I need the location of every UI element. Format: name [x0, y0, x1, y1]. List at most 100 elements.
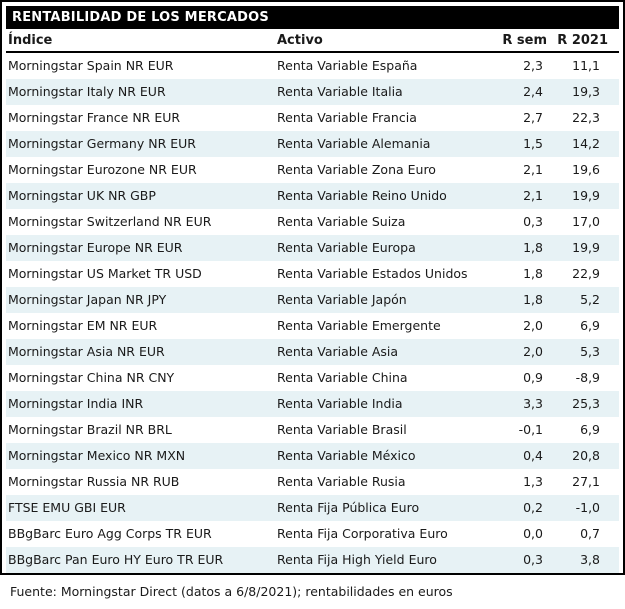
- r2021-cell: 5,2: [580, 292, 600, 307]
- r2021-cell: 20,8: [572, 448, 600, 463]
- activo-cell: Renta Variable Rusia: [277, 474, 406, 489]
- header-row: Índice Activo R sem R 2021: [6, 29, 619, 53]
- r2021-cell: 17,0: [572, 214, 600, 229]
- column-header-r2021: R 2021: [549, 29, 619, 53]
- table-row: Morningstar Japan NR JPY Renta Variable J…: [6, 287, 619, 313]
- rsem-cell: 1,5: [523, 136, 543, 151]
- indice-cell: Morningstar Mexico NR MXN: [8, 448, 186, 463]
- table-row: Morningstar France NR EUR Renta Variable …: [6, 105, 619, 131]
- indice-cell: Morningstar Eurozone NR EUR: [8, 162, 197, 177]
- rsem-cell: 0,9: [523, 370, 543, 385]
- table-body: Morningstar Spain NR EUR Renta Variable E…: [6, 52, 619, 573]
- indice-cell: BBgBarc Euro Agg Corps TR EUR: [8, 526, 212, 541]
- indice-cell: Morningstar Germany NR EUR: [8, 136, 196, 151]
- indice-cell: FTSE EMU GBI EUR: [8, 500, 126, 515]
- indice-cell: Morningstar Spain NR EUR: [8, 58, 174, 73]
- r2021-cell: 19,3: [572, 84, 600, 99]
- activo-cell: Renta Variable Zona Euro: [277, 162, 436, 177]
- column-header-rsem: R sem: [489, 29, 549, 53]
- table-row: Morningstar US Market TR USD Renta Variab…: [6, 261, 619, 287]
- table-row: Morningstar Europe NR EUR Renta Variable …: [6, 235, 619, 261]
- activo-cell: Renta Fija Pública Euro: [277, 500, 420, 515]
- activo-cell: Renta Variable Estados Unidos: [277, 266, 468, 281]
- rsem-cell: 2,1: [523, 188, 543, 203]
- indice-cell: Morningstar Brazil NR BRL: [8, 422, 172, 437]
- rsem-cell: 0,2: [523, 500, 543, 515]
- activo-cell: Renta Variable Brasil: [277, 422, 407, 437]
- activo-cell: Renta Variable México: [277, 448, 416, 463]
- indice-cell: Morningstar China NR CNY: [8, 370, 175, 385]
- r2021-cell: 3,8: [580, 552, 600, 567]
- rsem-cell: 1,8: [523, 240, 543, 255]
- activo-cell: Renta Variable Europa: [277, 240, 416, 255]
- activo-cell: Renta Variable España: [277, 58, 418, 73]
- table-row: Morningstar Eurozone NR EUR Renta Variabl…: [6, 157, 619, 183]
- rsem-cell: 3,3: [523, 396, 543, 411]
- activo-cell: Renta Variable Suiza: [277, 214, 406, 229]
- rsem-cell: 0,3: [523, 214, 543, 229]
- rsem-cell: 0,0: [523, 526, 543, 541]
- table-row: Morningstar Asia NR EUR Renta Variable As…: [6, 339, 619, 365]
- table-row: Morningstar Mexico NR MXN Renta Variable …: [6, 443, 619, 469]
- rsem-cell: 1,8: [523, 266, 543, 281]
- r2021-cell: 19,9: [572, 188, 600, 203]
- indice-cell: BBgBarc Pan Euro HY Euro TR EUR: [8, 552, 224, 567]
- r2021-cell: 0,7: [580, 526, 600, 541]
- table-row: BBgBarc Euro Agg Corps TR EUR Renta Fija …: [6, 521, 619, 547]
- rsem-cell: 0,3: [523, 552, 543, 567]
- r2021-cell: -1,0: [575, 500, 600, 515]
- activo-cell: Renta Fija High Yield Euro: [277, 552, 437, 567]
- table-row: Morningstar Switzerland NR EUR Renta Vari…: [6, 209, 619, 235]
- r2021-cell: 25,3: [572, 396, 600, 411]
- activo-cell: Renta Variable Reino Unido: [277, 188, 447, 203]
- indice-cell: Morningstar Asia NR EUR: [8, 344, 165, 359]
- rsem-cell: 2,0: [523, 344, 543, 359]
- r2021-cell: 11,1: [572, 58, 600, 73]
- rsem-cell: 0,4: [523, 448, 543, 463]
- markets-table-frame: RENTABILIDAD DE LOS MERCADOS Índice Acti…: [0, 0, 625, 575]
- indice-cell: Morningstar Russia NR RUB: [8, 474, 180, 489]
- activo-cell: Renta Variable Japón: [277, 292, 407, 307]
- activo-cell: Renta Variable China: [277, 370, 408, 385]
- table-title: RENTABILIDAD DE LOS MERCADOS: [6, 6, 619, 29]
- table-row: Morningstar Brazil NR BRL Renta Variable …: [6, 417, 619, 443]
- table-row: Morningstar India INR Renta Variable Indi…: [6, 391, 619, 417]
- activo-cell: Renta Variable Italia: [277, 84, 403, 99]
- r2021-cell: 6,9: [580, 422, 600, 437]
- activo-cell: Renta Fija Corporativa Euro: [277, 526, 448, 541]
- table-row: Morningstar Italy NR EUR Renta Variable I…: [6, 79, 619, 105]
- indice-cell: Morningstar UK NR GBP: [8, 188, 156, 203]
- r2021-cell: 22,3: [572, 110, 600, 125]
- indice-cell: Morningstar Japan NR JPY: [8, 292, 167, 307]
- indice-cell: Morningstar Italy NR EUR: [8, 84, 166, 99]
- r2021-cell: 14,2: [572, 136, 600, 151]
- table-row: Morningstar UK NR GBP Renta Variable Rein…: [6, 183, 619, 209]
- column-header-indice: Índice: [6, 29, 275, 53]
- table-row: Morningstar Germany NR EUR Renta Variable…: [6, 131, 619, 157]
- rsem-cell: 1,8: [523, 292, 543, 307]
- indice-cell: Morningstar Europe NR EUR: [8, 240, 183, 255]
- activo-cell: Renta Variable Emergente: [277, 318, 441, 333]
- indice-cell: Morningstar India INR: [8, 396, 144, 411]
- r2021-cell: 6,9: [580, 318, 600, 333]
- rsem-cell: 2,1: [523, 162, 543, 177]
- column-header-activo: Activo: [275, 29, 489, 53]
- activo-cell: Renta Variable Alemania: [277, 136, 431, 151]
- indice-cell: Morningstar Switzerland NR EUR: [8, 214, 212, 229]
- table-row: Morningstar China NR CNY Renta Variable C…: [6, 365, 619, 391]
- table-row: Morningstar EM NR EUR Renta Variable Emer…: [6, 313, 619, 339]
- indice-cell: Morningstar France NR EUR: [8, 110, 181, 125]
- rsem-cell: 2,3: [523, 58, 543, 73]
- table-row: BBgBarc Pan Euro HY Euro TR EUR Renta Fij…: [6, 547, 619, 573]
- activo-cell: Renta Variable India: [277, 396, 403, 411]
- r2021-cell: 5,3: [580, 344, 600, 359]
- activo-cell: Renta Variable Asia: [277, 344, 399, 359]
- r2021-cell: 19,6: [572, 162, 600, 177]
- activo-cell: Renta Variable Francia: [277, 110, 417, 125]
- rsem-cell: -0,1: [518, 422, 543, 437]
- r2021-cell: 22,9: [572, 266, 600, 281]
- table-row: Morningstar Spain NR EUR Renta Variable E…: [6, 52, 619, 79]
- rsem-cell: 1,3: [523, 474, 543, 489]
- indice-cell: Morningstar US Market TR USD: [8, 266, 202, 281]
- source-note: Fuente: Morningstar Direct (datos a 6/8/…: [10, 584, 453, 599]
